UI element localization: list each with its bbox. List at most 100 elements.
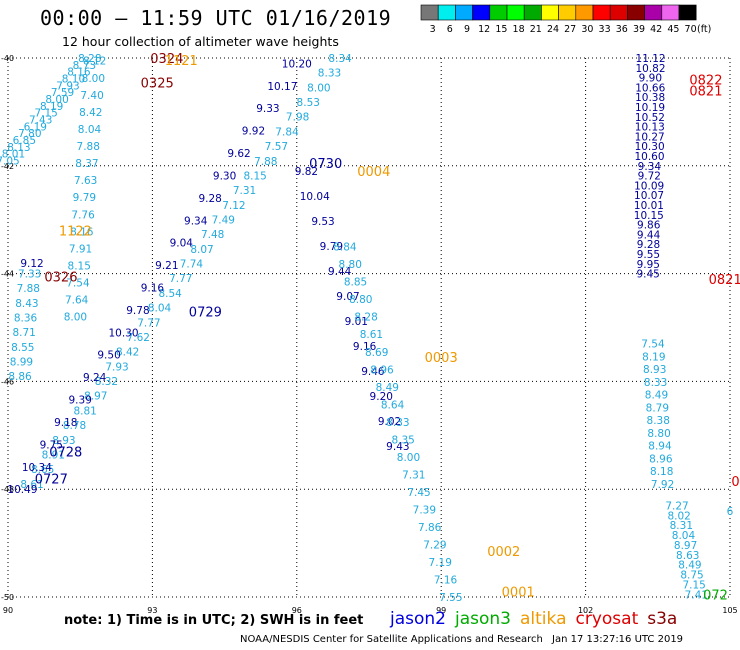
color-scale-label: 30 bbox=[581, 24, 593, 35]
wave-height-value: 7.59 bbox=[51, 87, 74, 99]
wave-height-value: 9.53 bbox=[311, 216, 334, 228]
wave-height-value: 7.62 bbox=[127, 332, 150, 344]
wave-height-value: 10.60 bbox=[634, 151, 664, 163]
wave-height-value: 9.78 bbox=[126, 305, 149, 317]
wave-height-value: 8.80 bbox=[349, 294, 372, 306]
pass-time-label: 0001 bbox=[502, 586, 535, 601]
wave-height-value: 9.50 bbox=[97, 350, 120, 362]
wave-height-value: 7.98 bbox=[286, 112, 309, 124]
pass-time-label: 072 bbox=[703, 588, 728, 603]
wave-height-value: 10.66 bbox=[635, 82, 665, 94]
wave-height-value: 7.88 bbox=[254, 156, 277, 168]
wave-height-value: 8.12 bbox=[83, 56, 106, 68]
wave-height-value: 10.30 bbox=[108, 327, 138, 339]
pass-time-label: 0004 bbox=[357, 165, 390, 180]
color-swatch bbox=[661, 4, 680, 21]
color-scale-label: 27 bbox=[564, 24, 576, 35]
wave-height-value: 9.79 bbox=[73, 192, 96, 204]
wave-height-value: 8.73 bbox=[73, 60, 96, 72]
wave-height-value: 10.15 bbox=[634, 210, 664, 222]
longitude-tick-label: 105 bbox=[722, 606, 737, 615]
color-swatch bbox=[455, 4, 473, 21]
wave-height-value: 9.43 bbox=[386, 441, 409, 453]
wave-height-value: 9.55 bbox=[637, 249, 660, 261]
wave-height-value: 8.37 bbox=[75, 158, 98, 170]
color-swatch bbox=[420, 4, 439, 21]
wave-height-value: 9.30 bbox=[213, 170, 236, 182]
wave-height-value: 9.75 bbox=[40, 439, 63, 451]
color-scale-label: 36 bbox=[616, 24, 628, 35]
wave-height-value: 8.84 bbox=[333, 242, 357, 254]
wave-height-value: 7.76 bbox=[71, 209, 95, 221]
wave-height-value: 7.29 bbox=[423, 539, 446, 551]
wave-height-value: 7.45 bbox=[407, 487, 430, 499]
wave-height-value: 10.01 bbox=[634, 200, 664, 212]
pass-time-label: 0728 bbox=[49, 445, 82, 460]
wave-height-value: 7.84 bbox=[275, 126, 299, 138]
wave-height-value: 8.18 bbox=[650, 466, 673, 478]
pass-time-label: 0325 bbox=[141, 76, 174, 91]
wave-height-value: 7.15 bbox=[682, 579, 705, 591]
color-swatch bbox=[489, 4, 508, 21]
units-note: note: 1) Time is in UTC; 2) SWH is in fe… bbox=[64, 613, 364, 628]
page-title: 00:00 – 11:59 UTC 01/16/2019 bbox=[40, 6, 392, 30]
color-scale-label: 9 bbox=[464, 24, 470, 35]
wave-height-value: 10.38 bbox=[635, 92, 665, 104]
wave-height-value: 8.61 bbox=[20, 479, 43, 491]
wave-height-value: 7.19 bbox=[429, 557, 452, 569]
wave-height-value: 10.09 bbox=[634, 180, 664, 192]
wave-height-value: 8.04 bbox=[78, 124, 102, 136]
wave-height-value: 10.04 bbox=[300, 191, 330, 203]
wave-height-value: 7.40 bbox=[80, 90, 103, 102]
wave-height-value: 10.17 bbox=[267, 81, 297, 93]
wave-height-value: 8.13 bbox=[7, 142, 30, 154]
wave-height-value: 8.31 bbox=[670, 520, 693, 532]
wave-height-value: 7.80 bbox=[18, 128, 41, 140]
wave-height-value: 8.55 bbox=[11, 342, 34, 354]
wave-height-value: 8.69 bbox=[365, 347, 388, 359]
wave-height-value: 9.95 bbox=[637, 259, 660, 271]
wave-height-value: 8.53 bbox=[297, 97, 320, 109]
wave-height-value: 7.55 bbox=[439, 592, 462, 604]
wave-height-value: 9.21 bbox=[155, 260, 178, 272]
satellite-name-cryosat: cryosat bbox=[575, 609, 639, 629]
color-swatch bbox=[506, 4, 525, 21]
satellite-name-altika: altika bbox=[520, 609, 567, 629]
pass-time-label: 1121 bbox=[165, 54, 198, 69]
wave-height-value: 8.85 bbox=[344, 277, 367, 289]
wave-height-value: 9.79 bbox=[320, 241, 343, 253]
wave-height-value: 7.43 bbox=[29, 114, 52, 126]
wave-height-value: 6.19 bbox=[24, 121, 47, 133]
wave-height-value: 8.34 bbox=[328, 53, 352, 65]
wave-height-value: 9.28 bbox=[198, 193, 221, 205]
wave-height-value: 9.34 bbox=[638, 161, 662, 173]
credit-line: NOAA/NESDIS Center for Satellite Applica… bbox=[240, 634, 543, 645]
wave-height-value: 8.64 bbox=[381, 399, 405, 411]
wave-height-value: 8.36 bbox=[14, 312, 38, 324]
wave-height-value: 8.00 bbox=[397, 452, 420, 464]
satellite-name-s3a: s3a bbox=[647, 609, 678, 629]
wave-height-value: 9.90 bbox=[639, 73, 662, 85]
satellite-name-jason3: jason3 bbox=[455, 609, 511, 629]
color-swatch bbox=[644, 4, 663, 21]
wave-height-value: 7.41 bbox=[685, 589, 708, 601]
wave-height-value: 8.00 bbox=[82, 73, 105, 85]
wave-height-value: 10.82 bbox=[635, 63, 665, 75]
wave-height-value: 9.20 bbox=[370, 391, 393, 403]
color-swatch bbox=[472, 4, 491, 21]
wave-height-value: 8.93 bbox=[643, 364, 666, 376]
wave-height-value: 7.93 bbox=[105, 361, 128, 373]
wave-height-value: 8.33 bbox=[644, 377, 667, 389]
wave-height-value: 7.86 bbox=[418, 522, 442, 534]
wave-height-value: 7.31 bbox=[402, 469, 425, 481]
wave-height-value: 7.05 bbox=[0, 155, 20, 167]
color-scale-label: 33 bbox=[599, 24, 611, 35]
wave-height-value: 8.00 bbox=[307, 82, 330, 94]
wave-height-value: 10.52 bbox=[635, 112, 665, 124]
latitude-tick-label: -48 bbox=[1, 485, 14, 494]
wave-height-value: 9.07 bbox=[336, 291, 359, 303]
wave-height-value: 10.27 bbox=[635, 131, 665, 143]
wave-height-value: 11.12 bbox=[636, 53, 666, 65]
wave-height-value: 8.63 bbox=[676, 550, 699, 562]
pass-time-label: 0821 bbox=[689, 84, 722, 99]
